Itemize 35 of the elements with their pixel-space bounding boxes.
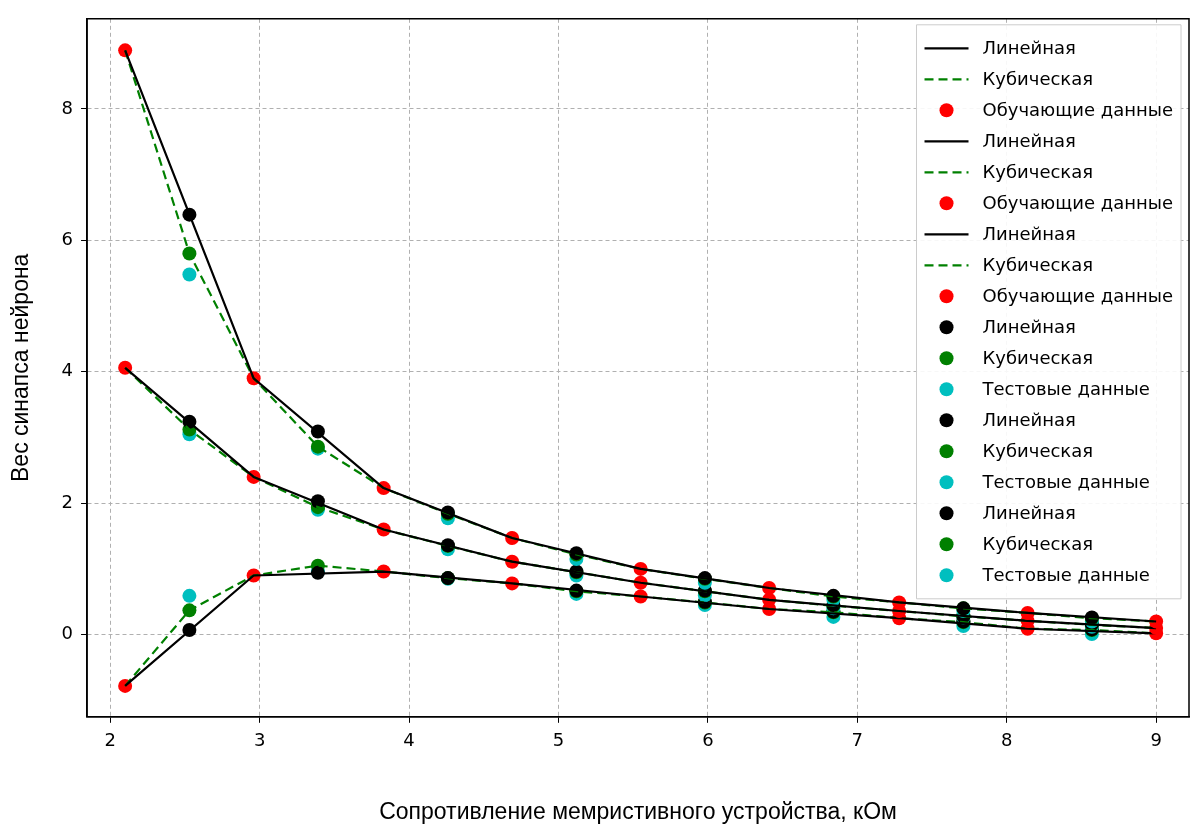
legend-label: Линейная — [982, 129, 1076, 151]
point — [182, 267, 197, 282]
legend-label: Линейная — [982, 36, 1076, 58]
y-axis-title: Вес синапса нейрона — [7, 253, 34, 483]
x-tick-label: 8 — [1000, 729, 1013, 751]
x-tick-label: 6 — [702, 729, 714, 751]
x-tick-label: 4 — [403, 729, 415, 751]
x-tick-label: 3 — [253, 729, 266, 751]
legend-label: Линейная — [982, 315, 1076, 337]
legend-label: Тестовые данные — [981, 563, 1150, 585]
y-tick-label: 2 — [61, 490, 74, 512]
legend-label: Обучающие данные — [982, 284, 1174, 306]
x-tick-label: 7 — [851, 729, 864, 751]
legend-label: Кубическая — [982, 346, 1094, 368]
y-tick-label: 4 — [61, 359, 74, 381]
point — [182, 588, 197, 603]
legend-label: Кубическая — [982, 160, 1094, 182]
legend-label: Линейная — [982, 222, 1076, 244]
legend-label: Линейная — [982, 408, 1076, 430]
legend-label: Кубическая — [982, 67, 1094, 89]
y-tick-label: 8 — [61, 96, 74, 118]
legend-label: Кубическая — [982, 439, 1094, 461]
legend-label: Кубическая — [982, 532, 1094, 554]
legend-label: Обучающие данные — [982, 98, 1174, 120]
x-axis-title: Сопротивление мемристивного устройства, кОм — [379, 797, 897, 824]
x-tick-label: 2 — [104, 729, 116, 751]
legend-label: Тестовые данные — [981, 377, 1150, 399]
y-tick-label: 0 — [61, 622, 74, 644]
legend-label: Линейная — [982, 501, 1076, 523]
legend-label: Обучающие данные — [982, 191, 1174, 213]
x-tick-label: 9 — [1150, 729, 1162, 751]
x-tick-label: 5 — [552, 729, 565, 751]
y-tick-label: 6 — [61, 227, 74, 249]
legend-label: Кубическая — [982, 253, 1094, 275]
legend-label: Тестовые данные — [981, 470, 1150, 492]
